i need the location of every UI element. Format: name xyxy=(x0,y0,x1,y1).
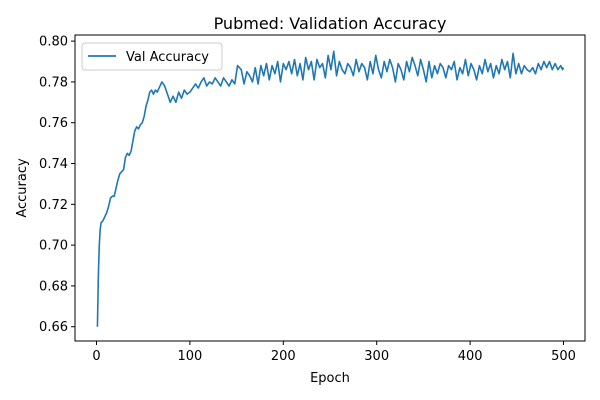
y-tick-label: 0.78 xyxy=(39,75,68,90)
chart-title: Pubmed: Validation Accuracy xyxy=(214,14,447,33)
y-tick-label: 0.70 xyxy=(39,239,68,254)
y-tick-label: 0.74 xyxy=(39,157,68,172)
x-tick-label: 400 xyxy=(458,349,483,364)
x-axis: 0 100 200 300 400 500 xyxy=(92,341,576,364)
y-tick-label: 0.80 xyxy=(39,35,68,50)
y-tick-label: 0.66 xyxy=(39,320,68,335)
legend: Val Accuracy xyxy=(81,42,223,71)
plot-frame xyxy=(74,34,586,342)
y-tick-label: 0.68 xyxy=(39,279,68,294)
series-line-0 xyxy=(96,50,565,327)
x-tick-label: 100 xyxy=(177,349,202,364)
x-tick-label: 0 xyxy=(92,349,100,364)
x-tick-label: 300 xyxy=(364,349,389,364)
y-axis-label: Accuracy xyxy=(15,158,30,218)
legend-box xyxy=(81,42,223,71)
plot-area xyxy=(96,50,565,327)
y-tick-label: 0.76 xyxy=(39,116,68,131)
y-axis: 0.66 0.68 0.70 0.72 0.74 0.76 0.78 0.80 xyxy=(39,35,75,335)
legend-entry-val-accuracy: Val Accuracy xyxy=(126,50,209,65)
x-axis-label: Epoch xyxy=(310,371,350,386)
x-tick-label: 500 xyxy=(551,349,576,364)
y-tick-label: 0.72 xyxy=(39,198,68,213)
x-tick-label: 200 xyxy=(271,349,296,364)
